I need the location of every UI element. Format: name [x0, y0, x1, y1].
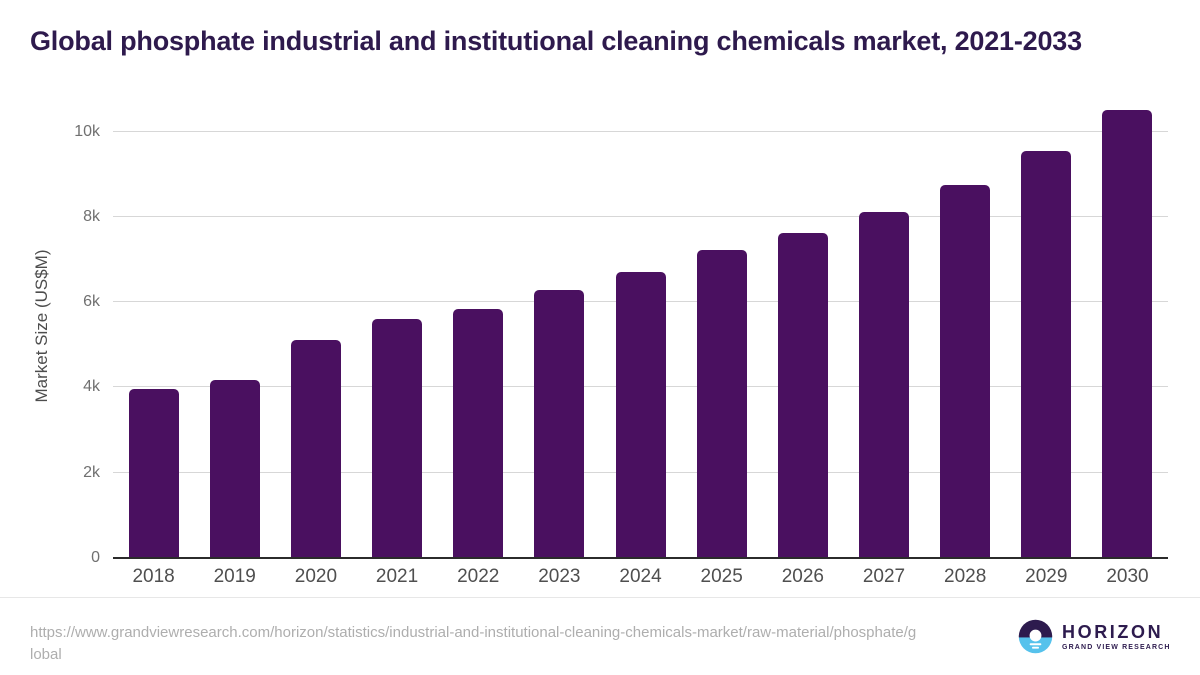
bar-2025[interactable]: [696, 249, 747, 558]
x-tick-label: 2020: [294, 566, 338, 587]
plot-area: [113, 95, 1168, 559]
x-tick-label: 2026: [781, 566, 824, 587]
bar-cell: [762, 95, 843, 558]
bar-cell: [1006, 95, 1087, 558]
x-tick-label: 2027: [862, 566, 906, 587]
bar-cell: [519, 95, 600, 558]
bar-cell: [194, 95, 275, 558]
x-tick-label: 2018: [132, 566, 175, 587]
footer-divider: [0, 597, 1200, 598]
gridline: [113, 215, 1168, 217]
bar-series: [113, 95, 1168, 558]
y-tick-label: 8k: [83, 207, 100, 225]
logo-text: HORIZON GRAND VIEW RESEARCH: [1062, 623, 1171, 651]
bar-2029[interactable]: [1021, 150, 1072, 558]
bar-2027[interactable]: [858, 212, 909, 558]
gridline: [113, 130, 1168, 132]
bar-cell: [113, 95, 194, 558]
x-tick-label: 2021: [375, 566, 419, 587]
bar-2028[interactable]: [940, 184, 991, 558]
y-tick-label: 6k: [83, 293, 100, 311]
x-tick-label: 2025: [700, 566, 743, 587]
horizon-sunrise-icon: [1018, 619, 1053, 654]
bar-2022[interactable]: [453, 308, 504, 558]
x-axis-labels: 2018 2019 2020 2021 2022 2023 2024 2025 2026 2027…: [113, 566, 1168, 588]
bar-2019[interactable]: [209, 379, 260, 558]
bar-cell: [600, 95, 681, 558]
bar-cell: [356, 95, 437, 558]
bar-2020[interactable]: [290, 340, 341, 558]
bar-2023[interactable]: [534, 289, 585, 558]
bar-2018[interactable]: [128, 389, 179, 558]
y-tick-label: 10k: [74, 122, 100, 140]
bar-2024[interactable]: [615, 272, 666, 558]
y-tick-label: 4k: [83, 378, 100, 396]
bar-cell: [438, 95, 519, 558]
bar-cell: [925, 95, 1006, 558]
bar-cell: [681, 95, 762, 558]
x-axis-line: [113, 557, 1168, 559]
bar-2030[interactable]: [1102, 110, 1153, 558]
x-tick-label: 2019: [213, 566, 256, 587]
bar-cell: [1087, 95, 1168, 558]
bar-2026[interactable]: [777, 233, 828, 558]
x-tick-label: 2022: [457, 566, 500, 587]
bar-cell: [275, 95, 356, 558]
x-tick-label: 2028: [944, 566, 987, 587]
x-tick-label: 2023: [538, 566, 581, 587]
y-tick-label: 0: [91, 549, 100, 566]
source-url: https://www.grandviewresearch.com/horizo…: [30, 624, 917, 663]
x-tick-label: 2030: [1106, 566, 1149, 587]
y-tick-label: 2k: [83, 463, 100, 481]
x-tick-label: 2029: [1025, 566, 1068, 587]
x-tick-label: 2024: [619, 566, 662, 587]
horizon-logo: HORIZON GRAND VIEW RESEARCH: [1018, 619, 1171, 654]
y-axis-labels: 0 2k 4k 6k 8k 10k: [0, 95, 100, 565]
logo-brand: HORIZON: [1062, 621, 1164, 642]
bar-cell: [843, 95, 924, 558]
bar-2021[interactable]: [372, 319, 423, 558]
chart-title: Global phosphate industrial and institut…: [30, 26, 1082, 56]
logo-subtitle: GRAND VIEW RESEARCH: [1062, 643, 1171, 651]
